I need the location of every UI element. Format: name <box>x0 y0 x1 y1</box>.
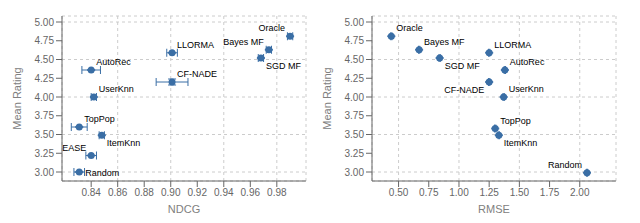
svg-text:0.84: 0.84 <box>81 187 101 198</box>
svg-text:AutoRec: AutoRec <box>510 57 545 67</box>
svg-text:NDCG: NDCG <box>168 203 200 213</box>
svg-text:SGD MF: SGD MF <box>445 61 481 71</box>
svg-text:Mean Rating: Mean Rating <box>11 67 23 129</box>
svg-text:TopPop: TopPop <box>500 116 531 126</box>
svg-text:ItemKnn: ItemKnn <box>107 138 141 148</box>
svg-text:0.88: 0.88 <box>134 187 154 198</box>
svg-text:4.00: 4.00 <box>35 92 55 103</box>
svg-text:4.75: 4.75 <box>35 35 55 46</box>
svg-text:3.50: 3.50 <box>345 129 365 140</box>
svg-text:Random: Random <box>85 168 119 178</box>
svg-text:RMSE: RMSE <box>478 203 510 213</box>
svg-text:0.75: 0.75 <box>419 187 439 198</box>
svg-text:UserKnn: UserKnn <box>509 84 544 94</box>
svg-text:4.25: 4.25 <box>35 73 55 84</box>
svg-text:LLORMA: LLORMA <box>177 40 214 50</box>
svg-text:0.96: 0.96 <box>241 187 261 198</box>
svg-text:Mean Rating: Mean Rating <box>321 67 333 129</box>
svg-text:3.50: 3.50 <box>35 129 55 140</box>
svg-text:LLORMA: LLORMA <box>494 40 531 50</box>
svg-text:5.00: 5.00 <box>345 17 365 28</box>
svg-text:0.98: 0.98 <box>267 187 287 198</box>
svg-text:4.25: 4.25 <box>345 73 365 84</box>
svg-text:Bayes MF: Bayes MF <box>223 37 264 47</box>
svg-text:ItemKnn: ItemKnn <box>504 138 538 148</box>
svg-text:CF-NADE: CF-NADE <box>444 85 484 95</box>
svg-text:0.94: 0.94 <box>214 187 234 198</box>
svg-text:Oracle: Oracle <box>396 23 423 33</box>
svg-text:UserKnn: UserKnn <box>99 84 134 94</box>
svg-text:1.25: 1.25 <box>479 187 499 198</box>
svg-text:Random: Random <box>548 160 582 170</box>
svg-text:0.90: 0.90 <box>161 187 181 198</box>
svg-text:3.75: 3.75 <box>35 110 55 121</box>
svg-text:3.00: 3.00 <box>345 167 365 178</box>
svg-text:Oracle: Oracle <box>259 23 286 33</box>
svg-text:4.00: 4.00 <box>345 92 365 103</box>
svg-text:3.25: 3.25 <box>35 148 55 159</box>
svg-text:4.50: 4.50 <box>345 54 365 65</box>
svg-text:AutoRec: AutoRec <box>96 57 131 67</box>
svg-text:TopPop: TopPop <box>84 114 115 124</box>
svg-text:5.00: 5.00 <box>35 17 55 28</box>
svg-text:Bayes MF: Bayes MF <box>424 37 465 47</box>
svg-text:0.50: 0.50 <box>389 187 409 198</box>
svg-text:2.00: 2.00 <box>570 187 590 198</box>
svg-text:CF-NADE: CF-NADE <box>177 69 217 79</box>
svg-text:3.75: 3.75 <box>345 110 365 121</box>
svg-text:1.50: 1.50 <box>510 187 530 198</box>
svg-text:EASE: EASE <box>62 143 86 153</box>
svg-text:0.86: 0.86 <box>108 187 128 198</box>
svg-text:3.25: 3.25 <box>345 148 365 159</box>
svg-text:0.92: 0.92 <box>188 187 208 198</box>
svg-text:SGD MF: SGD MF <box>266 61 302 71</box>
svg-text:3.00: 3.00 <box>35 167 55 178</box>
svg-text:1.00: 1.00 <box>449 187 469 198</box>
svg-text:1.75: 1.75 <box>540 187 560 198</box>
svg-text:4.50: 4.50 <box>35 54 55 65</box>
svg-text:4.75: 4.75 <box>345 35 365 46</box>
